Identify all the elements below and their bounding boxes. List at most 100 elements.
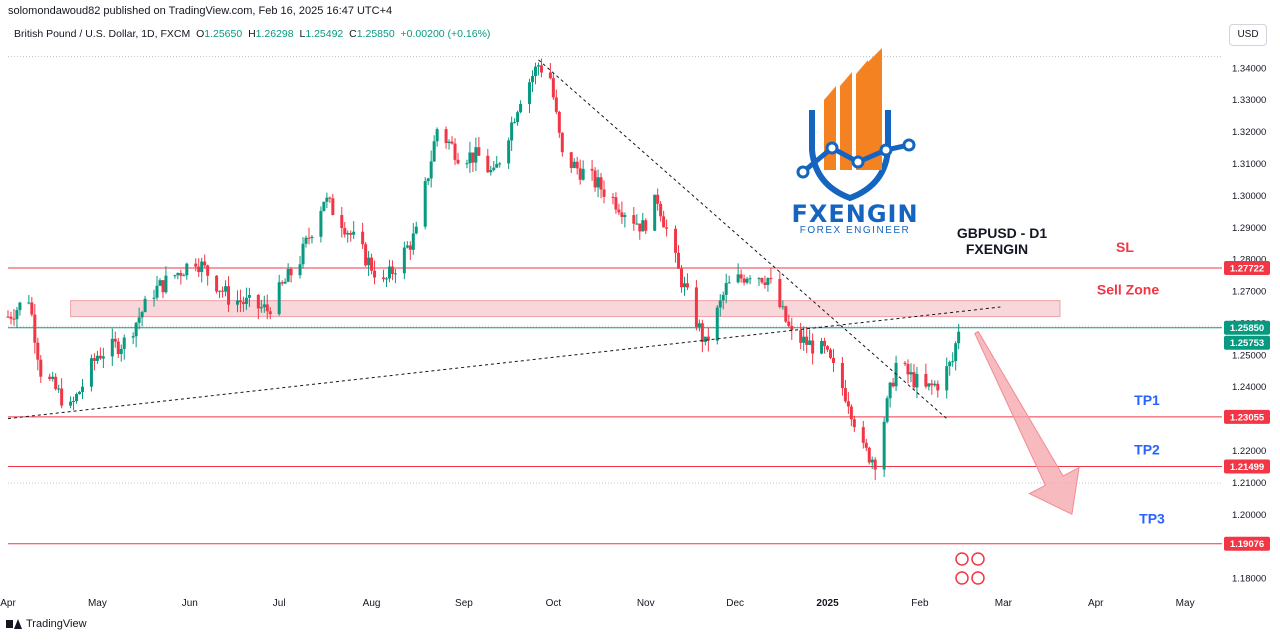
x-tick-label: Mar (995, 598, 1013, 609)
x-tick-label: Dec (726, 598, 744, 609)
chart-title-line1: GBPUSD - D1 (957, 225, 1047, 241)
symbol-legend[interactable]: British Pound / U.S. Dollar, 1D, FXCM O1… (14, 28, 490, 40)
candle-body (933, 383, 937, 386)
candle-body (823, 340, 827, 347)
y-tick-label: 1.32000 (1232, 127, 1266, 138)
candle-body (301, 243, 305, 265)
candle-body (280, 282, 284, 284)
currency-selector[interactable]: USD (1229, 24, 1267, 46)
fxengin-logo-icon (796, 48, 916, 202)
low-value: 1.25492 (305, 28, 344, 40)
candle-body (820, 340, 824, 354)
candle-body (265, 304, 269, 312)
candle-body (54, 376, 58, 390)
event-marker-icon (971, 571, 985, 585)
candle-body (742, 278, 746, 283)
candle-body (27, 302, 31, 304)
candle-body (465, 163, 469, 165)
candle-body (581, 168, 585, 180)
candle-body (319, 210, 323, 237)
close-value: 1.25850 (356, 28, 395, 40)
candle-body (247, 294, 251, 298)
candle-body (560, 132, 564, 153)
candle-body (161, 280, 165, 293)
x-tick-label: Sep (455, 598, 473, 609)
candle-body (39, 359, 43, 377)
candle-body (849, 406, 853, 420)
candle-body (137, 317, 141, 323)
candle-body (48, 376, 52, 379)
candle-body (694, 287, 698, 328)
candle-body (471, 152, 475, 163)
x-tick-label: Oct (546, 598, 562, 609)
candle-body (927, 383, 931, 387)
candle-body (361, 231, 365, 245)
candle-body (945, 366, 949, 391)
candle-body (122, 337, 126, 349)
candle-body (903, 362, 907, 365)
candle-body (325, 197, 329, 202)
candle-body (778, 278, 782, 307)
event-marker-icon (955, 552, 969, 566)
brand-name: TradingView (26, 618, 87, 630)
y-tick-label: 1.20000 (1232, 510, 1266, 521)
candle-body (387, 266, 391, 279)
level-price-label: 1.27722 (1230, 264, 1264, 275)
candle-body (700, 323, 704, 342)
y-tick-label: 1.21000 (1232, 478, 1266, 489)
candle-body (718, 300, 722, 308)
x-tick-label: Feb (911, 598, 929, 609)
candle-body (101, 356, 105, 359)
level-price-tag (1224, 459, 1270, 474)
candle-body (715, 307, 719, 341)
candle-body (185, 263, 189, 276)
candle-body (808, 340, 812, 345)
candle-body (790, 325, 794, 331)
candle-body (724, 283, 728, 295)
symbol-name: British Pound / U.S. Dollar, 1D, FXCM (14, 28, 191, 40)
candle-body (194, 263, 198, 267)
candle-body (310, 236, 314, 239)
candle-body (614, 197, 618, 210)
candle-body (81, 386, 85, 392)
candle-body (244, 297, 248, 304)
candle-body (116, 341, 120, 355)
candle-body (802, 336, 806, 343)
y-tick-label: 1.22000 (1232, 446, 1266, 457)
candle-body (703, 336, 707, 342)
candle-body (644, 220, 648, 231)
candle-body (432, 141, 436, 162)
candle-body (18, 302, 22, 311)
current-price-label: 1.25850 (1230, 323, 1264, 334)
candle-body (635, 223, 639, 225)
annotation-tp1: TP1 (1134, 392, 1160, 408)
footer-brand[interactable]: TradingView (6, 618, 87, 630)
candle-body (373, 270, 377, 278)
candle-body (15, 310, 19, 320)
annotation-sell-zone: Sell Zone (1097, 282, 1159, 298)
candle-body (936, 383, 940, 391)
candle-body (152, 297, 156, 299)
prev-close-label: 1.25753 (1230, 338, 1264, 349)
candle-body (739, 274, 743, 279)
sell-zone-box (70, 300, 1061, 318)
candle-body (781, 306, 785, 308)
candle-body (322, 201, 326, 211)
candle-body (256, 294, 260, 309)
candle-body (593, 170, 597, 188)
candle-body (9, 316, 13, 319)
candle-body (489, 169, 493, 173)
candle-body (530, 76, 534, 83)
candle-body (799, 330, 803, 343)
candle-body (769, 278, 773, 280)
candle-body (349, 232, 353, 235)
candle-body (924, 374, 928, 387)
annotation-sl: SL (1116, 239, 1134, 255)
candle-body (60, 388, 64, 406)
candle-body (227, 286, 231, 305)
candle-body (30, 302, 34, 315)
candle-body (557, 111, 561, 133)
candle-body (951, 361, 955, 363)
